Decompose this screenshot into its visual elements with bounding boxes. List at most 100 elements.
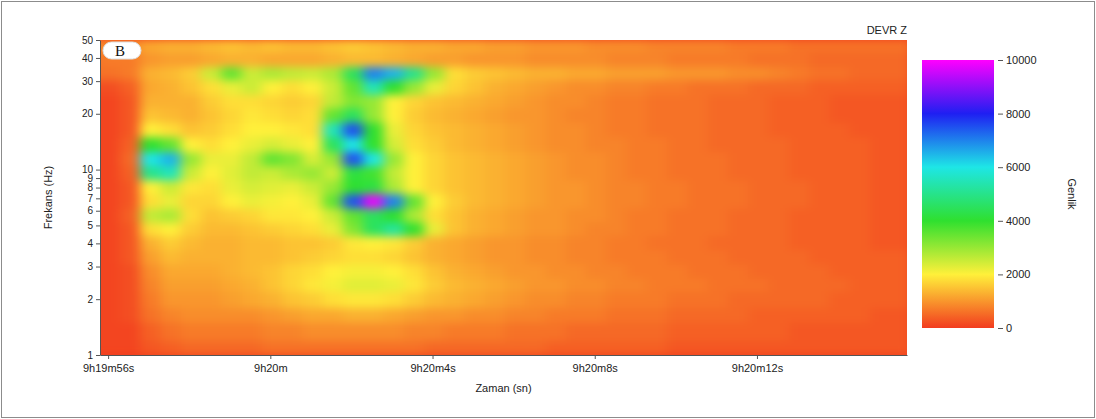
heatmap-cell [241, 208, 262, 223]
heatmap-cell [505, 107, 526, 122]
heatmap-cell [404, 40, 425, 53]
heatmap-cell [647, 291, 668, 308]
heatmap-cell [809, 307, 830, 323]
heatmap-cell [850, 340, 871, 355]
colorbar-tick-mark [998, 328, 1003, 329]
heatmap-cell [100, 151, 121, 166]
heatmap-cell [748, 151, 769, 166]
heatmap-cell [444, 291, 465, 308]
heatmap-cell [829, 94, 850, 109]
heatmap-cell [890, 322, 907, 341]
heatmap-cell [302, 278, 323, 292]
heatmap-cell [870, 193, 891, 208]
heatmap-cell [647, 208, 668, 223]
heatmap-cell [708, 122, 729, 138]
heatmap-cell [890, 79, 907, 94]
heatmap-cell [485, 107, 506, 122]
colorbar-tick: 4000 [998, 215, 1030, 227]
heatmap-cell [181, 165, 202, 180]
heatmap-cell [890, 122, 907, 138]
heatmap-cell [221, 179, 242, 194]
heatmap-cell [769, 151, 790, 166]
heatmap-cell [262, 66, 283, 80]
heatmap-cell [282, 136, 303, 152]
heatmap-cell [464, 307, 485, 323]
heatmap-cell [546, 222, 567, 236]
heatmap-cell [241, 136, 262, 152]
heatmap-cell [302, 291, 323, 308]
heatmap-cell [383, 222, 404, 236]
heatmap-cell [201, 66, 222, 80]
heatmap-cell [728, 66, 749, 80]
heatmap-cell [809, 208, 830, 223]
heatmap-cell [241, 307, 262, 323]
heatmap-cell [829, 263, 850, 278]
heatmap-cell [221, 322, 242, 341]
heatmap-cell [748, 179, 769, 194]
heatmap-cell [444, 122, 465, 138]
heatmap-cell [302, 136, 323, 152]
heatmap-cell [262, 122, 283, 138]
heatmap-cell [201, 94, 222, 109]
heatmap-cell [221, 235, 242, 250]
heatmap-cell [424, 52, 445, 67]
x-tick: 9h20m12s [732, 355, 784, 374]
heatmap-cell [505, 165, 526, 180]
heatmap-cell [748, 136, 769, 152]
heatmap-cell [424, 122, 445, 138]
heatmap-cell [140, 94, 161, 109]
heatmap-cell [647, 222, 668, 236]
heatmap-cell [606, 249, 627, 264]
heatmap-cell [424, 278, 445, 292]
heatmap-cell [323, 235, 344, 250]
heatmap-cell [586, 307, 607, 323]
heatmap-cell [708, 340, 729, 355]
heatmap-cell [424, 151, 445, 166]
heatmap-cell [140, 222, 161, 236]
heatmap-cell [546, 107, 567, 122]
y-tick-label: 50 [82, 35, 94, 46]
heatmap-cell [464, 122, 485, 138]
heatmap-cell [546, 40, 567, 53]
heatmap-cell [181, 322, 202, 341]
heatmap-cell [485, 222, 506, 236]
heatmap-cell [383, 307, 404, 323]
heatmap-cell [383, 52, 404, 67]
heatmap-cell [809, 107, 830, 122]
heatmap-cell [708, 165, 729, 180]
heatmap-cell [606, 307, 627, 323]
heatmap-cell [444, 66, 465, 80]
heatmap-cell [140, 107, 161, 122]
heatmap-cell [444, 278, 465, 292]
heatmap-cell [890, 193, 907, 208]
x-tick-mark [757, 355, 758, 359]
heatmap-cell [100, 263, 121, 278]
heatmap-cell [100, 122, 121, 138]
heatmap-cell [789, 235, 810, 250]
heatmap-cell [302, 193, 323, 208]
heatmap-cell [525, 222, 546, 236]
heatmap-cell [748, 193, 769, 208]
heatmap-cell [262, 94, 283, 109]
x-tick-mark [108, 355, 109, 359]
x-tick: 9h20m8s [573, 355, 619, 374]
heatmap-cell [809, 278, 830, 292]
heatmap-cell [383, 136, 404, 152]
heatmap-cell [586, 122, 607, 138]
heatmap-cell [789, 52, 810, 67]
heatmap-cell [525, 40, 546, 53]
heatmap-cell [100, 94, 121, 109]
heatmap-cell [688, 79, 709, 94]
heatmap-cell [343, 136, 364, 152]
heatmap-cell [363, 52, 384, 67]
heatmap-cell [424, 107, 445, 122]
heatmap-cell [870, 208, 891, 223]
heatmap-cell [444, 151, 465, 166]
heatmap-cell [505, 193, 526, 208]
colorbar-tick-label: 0 [1006, 322, 1012, 334]
heatmap-cell [485, 322, 506, 341]
heatmap-cell [140, 151, 161, 166]
heatmap-cell [809, 322, 830, 341]
heatmap-cell [809, 340, 830, 355]
heatmap-cell [424, 193, 445, 208]
